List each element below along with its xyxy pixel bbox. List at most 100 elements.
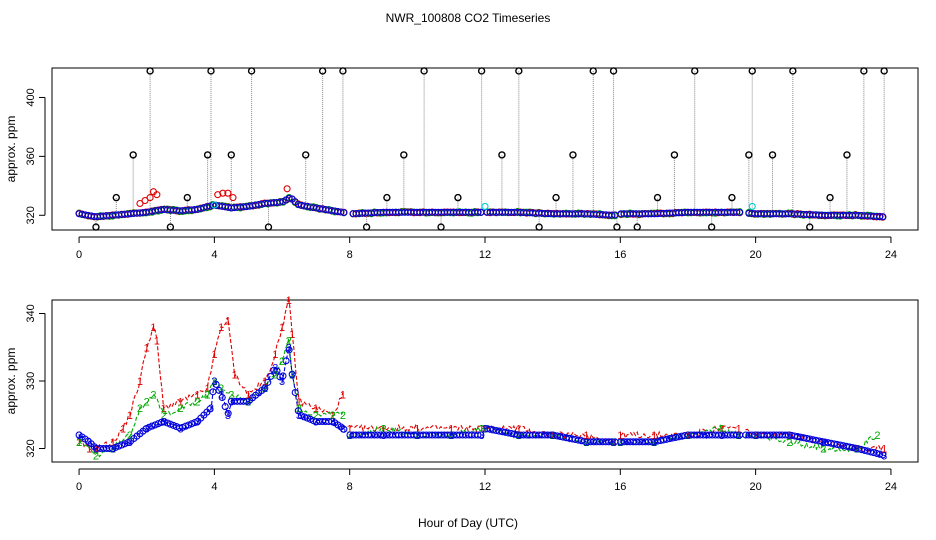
series-1-marker: 1 bbox=[753, 430, 759, 442]
bottom-x-tick-label: 20 bbox=[750, 481, 762, 493]
series-1-marker: 1 bbox=[154, 336, 160, 348]
spike-point bbox=[806, 223, 814, 231]
series-3-point bbox=[182, 422, 190, 430]
series-1-marker: 1 bbox=[127, 410, 133, 422]
series-3-marker: 3 bbox=[685, 430, 691, 442]
series-3-marker: 3 bbox=[719, 430, 725, 442]
series-3-point bbox=[160, 418, 168, 426]
series-3-marker: 3 bbox=[218, 390, 224, 402]
series-3-marker: 3 bbox=[617, 437, 623, 449]
top-y-tick-label: 360 bbox=[25, 147, 37, 165]
series-1-marker: 1 bbox=[245, 390, 251, 402]
series-2-marker: 2 bbox=[228, 390, 234, 402]
series-1-marker: 1 bbox=[313, 403, 319, 415]
top-x-tick-label: 4 bbox=[211, 249, 217, 261]
series-1-marker: 1 bbox=[120, 423, 126, 435]
spike-point bbox=[728, 193, 736, 202]
series-1-marker: 1 bbox=[482, 423, 488, 435]
series-1-marker: 1 bbox=[286, 295, 292, 307]
top-plot-area bbox=[75, 67, 888, 231]
spike-point bbox=[339, 67, 347, 75]
x-axis-label: Hour of Day (UTC) bbox=[418, 516, 518, 530]
series-2-marker: 2 bbox=[651, 437, 657, 449]
series-3-marker: 3 bbox=[330, 417, 336, 429]
series-1-marker: 1 bbox=[93, 444, 99, 456]
bottom-x-tick-label: 4 bbox=[211, 481, 217, 493]
spike-point bbox=[589, 67, 597, 75]
series-3-point bbox=[288, 370, 296, 378]
data-point bbox=[736, 208, 744, 216]
series-1-marker: 1 bbox=[110, 437, 116, 449]
series-2-marker: 2 bbox=[874, 430, 880, 442]
spike-point bbox=[203, 151, 212, 159]
series-2-marker: 2 bbox=[279, 356, 285, 368]
data-point bbox=[276, 198, 284, 206]
series-3-marker: 3 bbox=[736, 430, 742, 442]
spike-point bbox=[670, 151, 679, 159]
series-3-marker: 3 bbox=[482, 423, 488, 435]
series-2-marker: 2 bbox=[414, 430, 420, 442]
spike-point bbox=[860, 67, 868, 75]
series-3-marker: 3 bbox=[786, 430, 792, 442]
series-3-marker: 3 bbox=[177, 423, 183, 435]
series-1-marker: 1 bbox=[137, 376, 143, 388]
series-3-marker: 3 bbox=[347, 430, 353, 442]
data-point bbox=[337, 208, 345, 216]
series-3-marker: 3 bbox=[289, 369, 295, 381]
bottom-y-tick-label: 330 bbox=[25, 372, 37, 390]
series-3-point bbox=[221, 403, 229, 411]
series-3-marker: 3 bbox=[110, 444, 116, 456]
series-1-marker: 1 bbox=[786, 430, 792, 442]
series-2-marker: 2 bbox=[854, 444, 860, 456]
series-1-marker: 1 bbox=[76, 437, 82, 449]
series-2-marker: 2 bbox=[137, 403, 143, 415]
series-3-marker: 3 bbox=[225, 410, 231, 422]
top-y-axis-label: approx. ppm bbox=[4, 116, 18, 183]
series-3-point bbox=[474, 431, 482, 439]
top-x-tick-label: 0 bbox=[76, 249, 82, 261]
series-1-marker: 1 bbox=[516, 423, 522, 435]
series-3-point bbox=[876, 450, 884, 458]
top-y-tick-label: 320 bbox=[25, 206, 37, 224]
spike-point bbox=[477, 67, 486, 75]
series-3-marker: 3 bbox=[93, 444, 99, 456]
series-1-marker: 1 bbox=[448, 423, 454, 435]
spike-point bbox=[826, 193, 834, 202]
spike-point bbox=[302, 151, 310, 159]
series-3-point bbox=[279, 372, 287, 380]
series-2-marker: 2 bbox=[110, 444, 116, 456]
data-point bbox=[474, 208, 482, 216]
data-point bbox=[733, 208, 741, 216]
spike-point bbox=[437, 223, 445, 231]
top-plot-frame bbox=[51, 67, 919, 231]
spike-point bbox=[748, 67, 756, 75]
spike-point bbox=[880, 67, 888, 75]
series-3-point bbox=[215, 386, 223, 394]
top-axes: 0 4 8 12 16 20 24 320 360 400 bbox=[25, 88, 897, 261]
series-2-marker: 2 bbox=[610, 437, 616, 449]
series-2-marker: 2 bbox=[583, 437, 589, 449]
series-3-marker: 3 bbox=[753, 430, 759, 442]
series-3-point bbox=[212, 380, 220, 388]
series-3-marker: 3 bbox=[286, 342, 292, 354]
spike-point bbox=[515, 67, 523, 75]
series-2-marker: 2 bbox=[347, 430, 353, 442]
series-1-marker: 1 bbox=[651, 430, 657, 442]
series-1-marker: 1 bbox=[479, 423, 485, 435]
bottom-y-axis-label: approx. ppm bbox=[4, 348, 18, 415]
spike-point bbox=[745, 151, 753, 159]
series-line-1 bbox=[78, 297, 883, 453]
series-1-marker: 1 bbox=[211, 349, 217, 361]
red-data-point bbox=[219, 189, 227, 197]
series-2-marker: 2 bbox=[685, 430, 691, 442]
series-2-marker: 2 bbox=[76, 437, 82, 449]
top-y-tick-label: 400 bbox=[25, 88, 37, 106]
spike-point bbox=[362, 223, 371, 231]
series-2-marker: 2 bbox=[150, 390, 156, 402]
series-3-marker: 3 bbox=[228, 396, 234, 408]
series-3-marker: 3 bbox=[279, 376, 285, 388]
series-2-marker: 2 bbox=[550, 430, 556, 442]
data-point bbox=[340, 208, 348, 217]
